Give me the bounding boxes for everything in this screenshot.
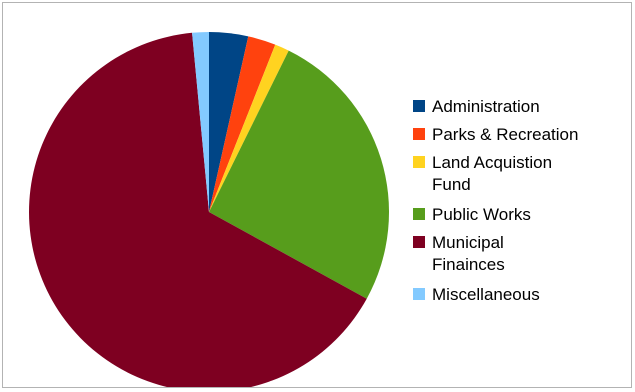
chart-frame: Administration Parks & Recreation Land A…: [2, 2, 632, 388]
legend-label-parks-recreation: Parks & Recreation: [432, 125, 579, 144]
legend-swatch-parks-recreation: [413, 128, 425, 140]
legend-swatch-administration: [413, 100, 425, 112]
legend-item-parks-recreation: Parks & Recreation: [413, 124, 622, 146]
pie-slice-public-works: [209, 50, 390, 299]
pie-slice-land-acquistion-fund: [209, 44, 289, 212]
legend-label-land-acquistion-fund: Land Acquistion Fund: [432, 153, 553, 194]
legend-item-public-works: Public Works: [413, 204, 622, 226]
legend-label-municipal-finainces: Municipal Finainces: [432, 233, 505, 274]
legend-item-land-acquistion-fund: Land Acquistion Fund: [413, 152, 592, 196]
legend-swatch-miscellaneous: [413, 288, 425, 300]
pie-slice-municipal-finainces: [29, 32, 367, 387]
legend-label-miscellaneous: Miscellaneous: [432, 285, 540, 304]
legend-label-public-works: Public Works: [432, 205, 531, 224]
legend-label-administration: Administration: [432, 97, 540, 116]
pie-slice-administration: [209, 31, 249, 212]
legend-swatch-municipal-finainces: [413, 236, 425, 248]
legend-swatch-land-acquistion-fund: [413, 156, 425, 168]
legend-item-miscellaneous: Miscellaneous: [413, 284, 622, 306]
legend-swatch-public-works: [413, 208, 425, 220]
legend-item-municipal-finainces: Municipal Finainces: [413, 232, 552, 276]
legend-item-administration: Administration: [413, 96, 622, 118]
pie-slice-parks-recreation: [209, 36, 276, 212]
pie-slice-miscellaneous: [192, 32, 209, 212]
pie-chart: [29, 31, 390, 387]
